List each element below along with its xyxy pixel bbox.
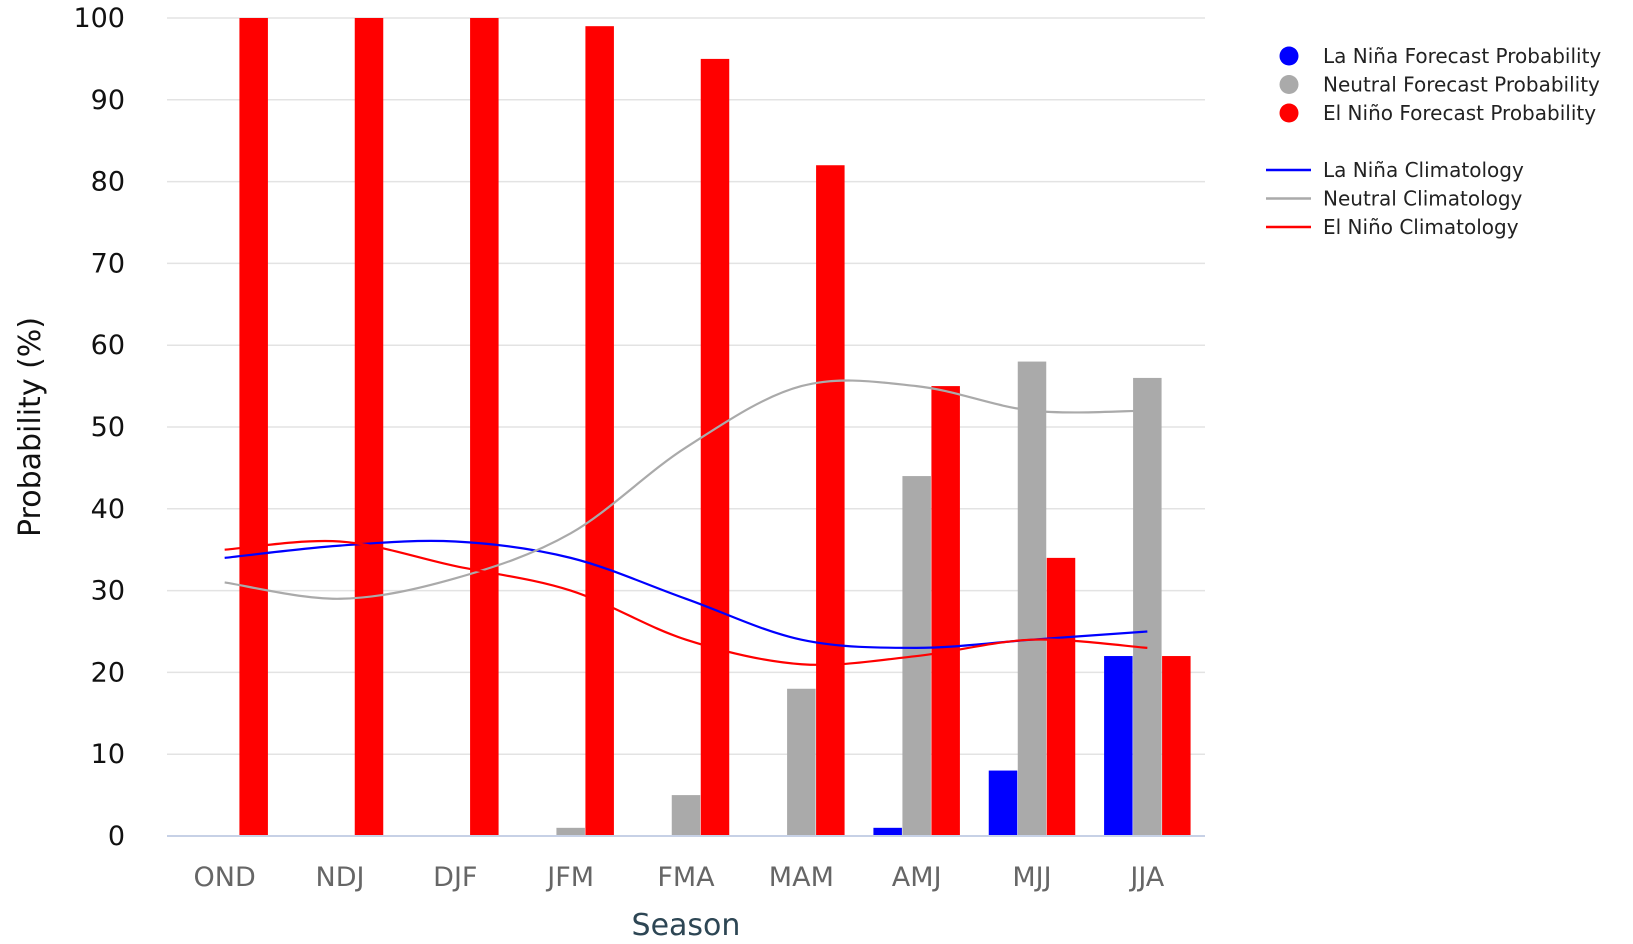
bar [873, 827, 902, 836]
bar [931, 386, 960, 836]
x-tick-label: DJF [433, 862, 477, 893]
bar [239, 18, 268, 836]
x-tick-label: JFM [545, 862, 594, 893]
bar [1133, 377, 1162, 836]
axes: 0 10 20 30 40 50 60 70 80 90 100 OND NDJ DJF JFM FMA MAM… [73, 3, 1205, 893]
legend-label: El Niño Forecast Probability [1323, 101, 1596, 125]
bars [239, 18, 1191, 837]
y-axis-title: Probability (%) [13, 317, 48, 537]
bar [816, 165, 845, 837]
climatology-lines [224, 379, 1148, 666]
y-tick-label: 100 [73, 3, 125, 34]
y-tick-label: 0 [108, 821, 125, 852]
bar [787, 688, 816, 836]
x-tick-label: AMJ [892, 862, 942, 893]
bar [1104, 656, 1133, 836]
bar [1162, 656, 1191, 836]
bar [354, 18, 384, 836]
x-tick-label: MJJ [1012, 862, 1051, 893]
x-tick-label: JJA [1128, 862, 1164, 893]
bar [988, 770, 1018, 836]
legend-dot-neutral [1279, 75, 1299, 94]
y-tick-label: 80 [91, 167, 125, 198]
y-tick-label: 30 [91, 576, 125, 607]
bar [671, 795, 701, 836]
bar [585, 26, 614, 837]
y-tick-label: 90 [91, 85, 125, 116]
x-tick-label: FMA [657, 862, 715, 893]
legend-label: La Niña Forecast Probability [1323, 44, 1601, 68]
bar [1017, 361, 1047, 836]
legend-dot-la-nina [1279, 46, 1299, 66]
x-tick-label: OND [194, 862, 256, 893]
x-tick-label: MAM [769, 862, 834, 893]
y-tick-label: 20 [91, 657, 125, 688]
legend-dot-el-nino [1279, 103, 1299, 123]
gridlines [167, 17, 1205, 755]
bar [700, 58, 730, 836]
legend-label: La Niña Climatology [1323, 158, 1524, 182]
legend-label: El Niño Climatology [1323, 215, 1519, 239]
y-tick-label: 60 [91, 330, 125, 361]
bar [1046, 557, 1076, 836]
y-tick-label: 40 [91, 494, 125, 525]
legend: La Niña Forecast Probability Neutral Fore… [1266, 44, 1601, 239]
y-tick-label: 10 [91, 739, 125, 770]
bar [556, 827, 585, 836]
legend-label: Neutral Forecast Probability [1323, 73, 1600, 97]
x-axis-title: Season [632, 908, 741, 943]
y-tick-label: 70 [91, 248, 125, 279]
el-nino-climatology-line [224, 539, 1148, 666]
neutral-climatology-line [224, 379, 1148, 600]
legend-label: Neutral Climatology [1323, 187, 1523, 211]
bar [470, 18, 499, 836]
x-tick-label: NDJ [316, 862, 365, 893]
y-tick-label: 50 [91, 412, 125, 443]
